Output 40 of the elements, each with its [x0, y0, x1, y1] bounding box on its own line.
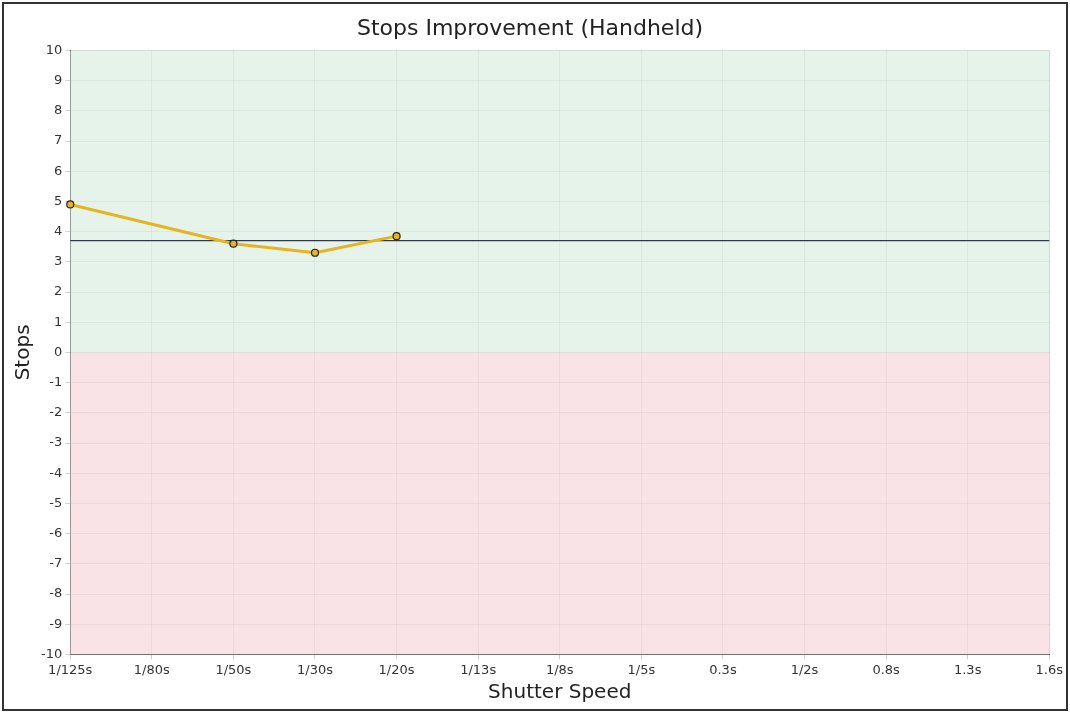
- y-tick-label: -7: [49, 555, 63, 571]
- y-tick-label: -10: [41, 645, 63, 661]
- x-tick-label: 1.3s: [953, 661, 982, 677]
- x-tick-label: 1/125s: [48, 661, 93, 677]
- y-tick-label: 8: [53, 102, 63, 118]
- y-tick-label: 3: [53, 253, 63, 269]
- x-tick-label: 1/8s: [545, 661, 574, 677]
- y-tick-label: 5: [53, 192, 63, 208]
- y-tick-label: 2: [53, 283, 63, 299]
- x-axis-title: Shutter Speed: [488, 679, 632, 704]
- x-tick-label: 1/80s: [133, 661, 171, 677]
- y-tick-label: 7: [53, 132, 63, 148]
- y-axis-title: Stops: [10, 324, 35, 381]
- x-tick-label: 1/2s: [790, 661, 819, 677]
- x-tick-label: 1.6s: [1035, 661, 1064, 677]
- y-tick-label: 4: [53, 222, 63, 238]
- x-tick-label: 1/5s: [627, 661, 656, 677]
- y-tick-label: 0: [53, 343, 63, 359]
- y-tick-label: -8: [49, 585, 63, 601]
- x-tick-label: 1/13s: [460, 661, 497, 677]
- y-tick-label: 10: [45, 41, 63, 57]
- point: [229, 239, 238, 248]
- y-tick-label: -1: [49, 373, 63, 389]
- y-tick-label: -6: [49, 524, 63, 540]
- point: [310, 248, 320, 257]
- x-tick-label: 1/30s: [297, 661, 334, 677]
- x-tick-label: 0.8s: [872, 661, 901, 677]
- y-tick-label: 1: [53, 313, 63, 329]
- y-tick-label: -2: [49, 404, 63, 420]
- y-tick-label: -9: [49, 615, 63, 631]
- y-tick-label: -4: [49, 464, 63, 480]
- x-tick-label: 0.3s: [709, 661, 737, 677]
- x-tick-label: 1/50s: [215, 661, 252, 677]
- y-tick-label: -5: [49, 494, 63, 510]
- y-tick-label: 6: [53, 162, 63, 178]
- x-tick-label: 1/20s: [378, 661, 415, 677]
- point: [392, 232, 401, 241]
- y-tick-label: 9: [53, 71, 63, 87]
- y-tick-label: -3: [49, 434, 63, 450]
- chart-title: Stops Improvement (Handheld): [356, 14, 704, 40]
